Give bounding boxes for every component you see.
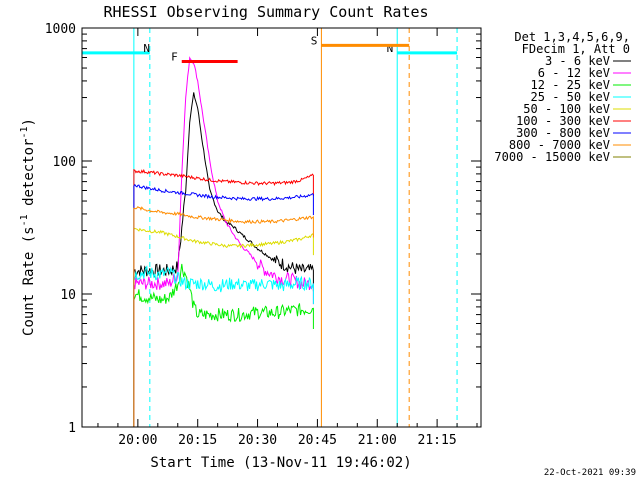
x-tick-label-0: 20:00 <box>118 433 157 448</box>
y-axis-label: Count Rate (s-1 detector-1) <box>19 118 37 336</box>
legend-label-1: 6 - 12 keV <box>538 66 610 80</box>
plot-frame <box>81 27 482 428</box>
y-axis-label-end: ) <box>21 118 37 126</box>
markers-layer: N N F S <box>82 34 458 63</box>
legend-label-8: 7000 - 15000 keV <box>494 150 610 164</box>
legend-label-0: 3 - 6 keV <box>545 54 610 68</box>
x-tick-label-5: 21:15 <box>418 433 457 448</box>
y-axis-label-main: Count Rate (s <box>21 226 37 336</box>
marker-label-0: N <box>143 42 150 55</box>
series-line-6 <box>133 183 314 427</box>
legend: Det 1,3,4,5,6,9, FDecim 1, Att 0 3 - 6 k… <box>494 30 631 164</box>
y-axis-label-mid: detector <box>21 139 37 215</box>
x-tick-label-1: 20:15 <box>178 433 217 448</box>
x-tick-label-4: 21:00 <box>358 433 397 448</box>
ticks-layer: 20:00 20:15 20:30 20:45 21:00 21:15 1 10 100 1000 <box>45 22 481 448</box>
series-line-2 <box>133 263 314 427</box>
marker-label-2: F <box>171 50 178 63</box>
vlines-layer <box>81 28 458 427</box>
legend-label-4: 50 - 100 keV <box>523 102 610 116</box>
series-line-5 <box>133 168 314 427</box>
y-tick-label-3: 1000 <box>45 22 76 37</box>
footer-date: 22-Oct-2021 09:39 <box>544 468 636 478</box>
y-tick-label-0: 1 <box>68 421 76 436</box>
series-line-7 <box>133 205 314 427</box>
y-axis-label-sup1: -1 <box>19 214 30 226</box>
series-layer <box>133 56 314 427</box>
x-tick-label-3: 20:45 <box>298 433 337 448</box>
legend-label-6: 300 - 800 keV <box>516 126 610 140</box>
y-tick-label-1: 10 <box>60 288 76 303</box>
x-axis-label: Start Time (13-Nov-11 19:46:02) <box>150 455 411 471</box>
chart-title: RHESSI Observing Summary Count Rates <box>103 3 428 21</box>
marker-label-1: N <box>387 42 394 55</box>
marker-label-3: S <box>311 34 318 47</box>
x-tick-label-2: 20:30 <box>238 433 277 448</box>
legend-label-5: 100 - 300 keV <box>516 114 610 128</box>
y-tick-label-2: 100 <box>53 155 76 170</box>
legend-label-2: 12 - 25 keV <box>531 78 610 92</box>
legend-label-3: 25 - 50 keV <box>531 90 610 104</box>
y-axis-label-sup2: -1 <box>19 126 30 138</box>
series-line-0 <box>133 92 314 427</box>
series-line-3 <box>133 265 314 427</box>
series-line-1 <box>133 56 314 427</box>
legend-header-line-2: FDecim 1, Att 0 <box>522 42 630 56</box>
series-line-4 <box>133 227 314 427</box>
legend-label-7: 800 - 7000 keV <box>509 138 610 152</box>
legend-header-line-1: Det 1,3,4,5,6,9, <box>514 30 630 44</box>
